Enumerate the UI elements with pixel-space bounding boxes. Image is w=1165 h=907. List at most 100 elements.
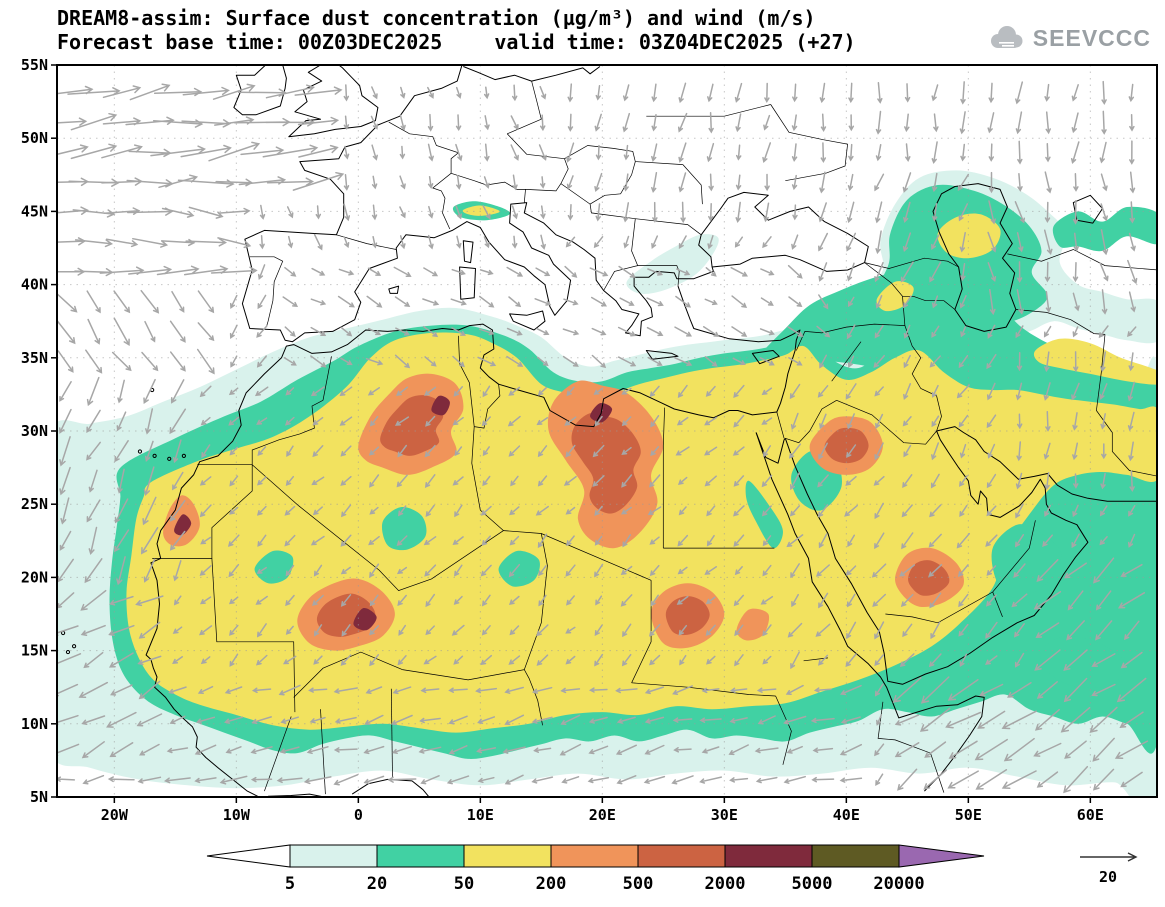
wind-arrow	[138, 621, 161, 639]
wind-arrow	[818, 533, 828, 549]
wind-arrow	[706, 534, 715, 547]
wind-arrow	[452, 416, 464, 426]
wind-arrow	[369, 474, 380, 488]
country-border	[320, 709, 326, 795]
country-border	[506, 133, 565, 160]
wind-arrow	[678, 172, 687, 193]
country-border	[402, 669, 543, 726]
wind-arrow	[1129, 171, 1136, 194]
wind-arrow	[172, 471, 184, 491]
wind-arrow	[1101, 80, 1107, 106]
wind-arrows	[57, 80, 1149, 794]
wind-arrow	[279, 746, 300, 754]
wind-arrow	[699, 776, 723, 784]
wind-arrow	[284, 266, 297, 277]
wind-arrow	[132, 237, 169, 248]
wind-arrow	[509, 535, 520, 546]
wind-arrow	[674, 357, 693, 367]
wind-arrow	[1092, 768, 1115, 791]
wind-arrow	[735, 174, 742, 191]
country-border	[251, 356, 332, 465]
wind-arrow	[818, 202, 827, 223]
wind-arrow	[563, 298, 579, 306]
wind-arrow	[1033, 590, 1062, 610]
wind-arrow	[333, 774, 359, 786]
dust-contour-5-20	[626, 234, 719, 294]
wind-arrow	[225, 746, 242, 754]
wind-arrow	[70, 112, 118, 131]
wind-arrow	[371, 204, 378, 221]
wind-arrow	[677, 384, 688, 399]
wind-arrow	[482, 446, 490, 457]
wind-arrow	[1099, 536, 1108, 546]
wind-arrow	[172, 626, 183, 634]
wind-arrow	[1016, 232, 1024, 253]
wind-arrow	[448, 687, 468, 693]
wind-arrow	[644, 744, 665, 755]
wind-arrow	[789, 505, 801, 517]
wind-arrow	[702, 326, 720, 337]
wind-arrow	[592, 475, 605, 487]
wind-arrow	[113, 317, 130, 347]
wind-arrow	[256, 566, 267, 574]
wind-arrow	[876, 714, 883, 726]
country-border	[682, 164, 703, 205]
wind-arrow	[593, 387, 604, 395]
wind-arrow	[294, 86, 343, 96]
wind-arrow	[650, 446, 660, 457]
wind-arrow	[508, 595, 520, 605]
wind-arrow	[874, 386, 884, 397]
colorbar-segment	[637, 844, 726, 868]
wind-arrow	[420, 775, 440, 785]
wind-arrow	[733, 475, 745, 487]
wind-arrow	[535, 267, 551, 277]
wind-arrow	[791, 114, 798, 132]
wind-arrow	[844, 504, 858, 517]
wind-arrow	[1128, 291, 1136, 313]
wind-arrow	[1003, 737, 1035, 762]
wind-arrow	[195, 716, 216, 724]
wind-arrow	[229, 324, 238, 339]
wind-arrow	[396, 535, 408, 547]
wind-arrow	[1072, 261, 1079, 283]
wind-arrow	[200, 656, 211, 665]
wind-arrow	[1099, 505, 1108, 517]
wind-arrow	[366, 295, 383, 308]
wind-arrow	[1127, 381, 1136, 402]
wind-arrow	[704, 566, 718, 575]
wind-arrow	[1034, 708, 1060, 731]
wind-arrow	[565, 444, 576, 458]
wind-arrow	[705, 267, 717, 277]
wind-arrow	[1013, 623, 1025, 638]
wind-arrow	[74, 239, 114, 248]
wind-arrow	[561, 776, 580, 784]
wind-arrow	[650, 415, 660, 428]
wind-arrow	[285, 594, 295, 607]
coastline	[755, 432, 985, 792]
wind-arrow	[787, 326, 804, 337]
wind-arrow	[1063, 677, 1088, 703]
country-border	[1096, 334, 1157, 477]
wind-arrow	[958, 623, 969, 637]
wind-arrow	[894, 714, 920, 726]
wind-arrow	[169, 500, 186, 522]
wind-reference: 20	[1080, 852, 1138, 886]
wind-arrow	[140, 289, 160, 314]
wind-arrow	[308, 687, 328, 693]
wind-arrow	[1015, 325, 1024, 339]
wind-arrow	[902, 232, 912, 253]
wind-arrow	[229, 294, 238, 309]
wind-arrow	[169, 715, 186, 725]
lon-tick-label: 50E	[955, 806, 982, 824]
wind-arrow	[817, 385, 829, 398]
wind-arrow	[427, 86, 434, 99]
wind-arrow	[651, 114, 657, 132]
wind-arrow	[1072, 412, 1078, 431]
wind-arrow	[1063, 765, 1089, 794]
wind-arrow	[1034, 649, 1061, 671]
wind-arrow	[101, 144, 143, 159]
wind-arrow	[1123, 620, 1140, 641]
wind-arrow	[540, 205, 546, 220]
wind-arrow	[705, 624, 716, 636]
wind-arrow	[156, 265, 200, 276]
